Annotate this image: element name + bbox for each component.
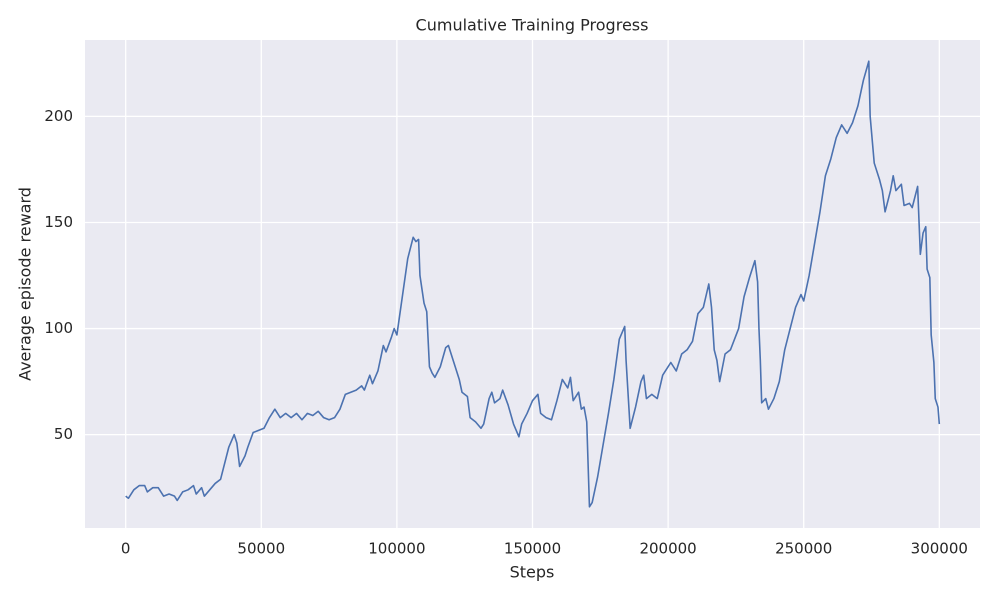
- data-line: [125, 60, 941, 508]
- x-tick-label: 200000: [639, 540, 696, 558]
- x-tick-label: 150000: [504, 540, 561, 558]
- x-tick-label: 0: [121, 540, 131, 558]
- y-tick-label: 100: [44, 319, 73, 337]
- x-tick-label: 300000: [911, 540, 968, 558]
- y-tick-label: 50: [54, 425, 73, 443]
- x-tick-label: 100000: [368, 540, 425, 558]
- y-tick-label: 150: [44, 213, 73, 231]
- x-tick-label: 250000: [775, 540, 832, 558]
- x-axis-label: Steps: [510, 563, 555, 582]
- y-tick-label: 200: [44, 107, 73, 125]
- chart-title: Cumulative Training Progress: [416, 16, 649, 35]
- x-tick-label: 50000: [237, 540, 285, 558]
- y-axis-label: Average episode reward: [16, 187, 35, 381]
